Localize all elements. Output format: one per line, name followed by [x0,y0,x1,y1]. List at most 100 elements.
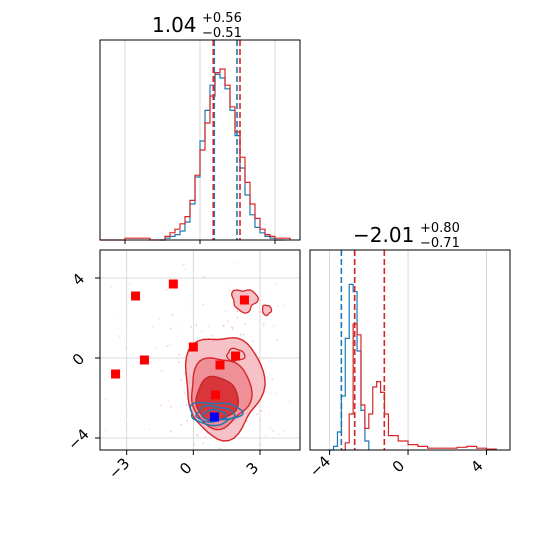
y-tick-label: 4 [69,270,88,289]
x-tick-label: 0 [389,457,408,476]
sample-dot [256,413,259,416]
red-marker [211,390,221,400]
sample-dot [228,289,231,292]
top-panel-title-lower: −0.51 [202,26,242,41]
top-panel-title-upper: +0.56 [202,11,242,26]
sample-dot [151,326,154,329]
sample-dot [275,339,278,341]
sample-dot [202,442,205,445]
sample-dot [166,344,169,347]
sample-dot [311,370,313,372]
sample-dot [243,333,245,336]
sample-dot [262,325,265,328]
sample-dot [125,406,127,408]
sample-dot [271,289,273,292]
red-marker [139,355,149,365]
y-tick-label: 0 [69,350,88,369]
sample-dot [204,436,207,438]
sample-dot [224,310,227,313]
top-panel-title: 1.04 [152,13,197,37]
sample-dot [245,420,248,423]
scatter-panel-frame [99,249,301,451]
sample-dot [202,303,205,306]
sample-dot [128,282,131,285]
sample-dot [185,404,188,407]
right-panel-title: −2.01 [353,223,414,247]
sample-dot [125,346,127,349]
sample-dot [227,287,230,289]
sample-dot [278,433,281,436]
sample-dot [219,447,222,450]
sample-dot [258,418,261,421]
sample-dot [271,378,274,381]
sample-dot [169,430,172,433]
sample-dot [226,320,229,323]
sample-dot [154,346,156,349]
right-panel-title-upper: +0.80 [420,221,460,236]
sample-dot [119,419,122,422]
x-tick-label: 0 [176,459,195,478]
sample-dot [265,434,267,437]
sample-dot [184,268,186,271]
sample-dot [182,263,185,266]
sample-dot [111,356,113,359]
sample-dot [104,429,107,432]
sample-dot [160,369,163,372]
sample-dot [258,443,261,446]
x-tick-label: −3 [105,454,133,482]
sample-dot [110,286,113,289]
sample-dot [262,323,265,325]
x-tick-label: 3 [243,459,262,478]
histogram-series-0 [329,283,370,451]
sample-dot [268,413,271,415]
sample-dot [200,330,203,333]
sample-dot [150,494,152,496]
blue-marker [209,412,219,422]
sample-dot [288,400,291,403]
sample-dot [169,405,172,408]
red-marker [111,369,121,379]
sample-dot [118,335,121,338]
sample-dot [180,423,183,426]
sample-dot [165,288,168,291]
sample-dot [234,262,236,265]
red-marker [239,295,249,305]
sample-dot [181,284,183,286]
sample-dot [178,327,180,329]
sample-dot [211,335,214,337]
sample-dot [171,314,174,317]
sample-dot [282,304,284,307]
sample-dot [195,324,198,327]
sample-dot [258,311,261,313]
sample-dot [222,324,225,327]
sample-dot [231,328,234,330]
sample-dot [258,264,261,267]
sample-dot [269,427,271,430]
histogram-series-1 [100,68,291,241]
sample-dot [105,398,107,400]
sample-dot [275,283,278,285]
sample-dot [230,326,233,328]
red-contour-island [261,304,273,317]
blue-contour-inner [201,408,228,421]
sample-dot [186,419,188,422]
sample-dot [244,323,246,326]
sample-dot [208,325,210,328]
sample-dot [260,409,263,412]
sample-dot [177,361,180,364]
red-marker [215,360,225,370]
right-panel-title-lower: −0.71 [420,236,460,251]
sample-dot [178,353,181,356]
sample-dot [268,357,270,360]
x-tick-label: 4 [467,457,486,476]
sample-dot [283,430,285,432]
right-panel-frame [309,249,511,451]
histogram-panel-top: 1.04 +0.56 −0.51 [99,11,301,244]
sample-dot [236,316,239,319]
sample-dot [240,333,242,336]
sample-dot [249,318,252,320]
sample-dot [116,327,119,329]
sample-dot [193,443,196,446]
sample-dot [169,327,172,330]
